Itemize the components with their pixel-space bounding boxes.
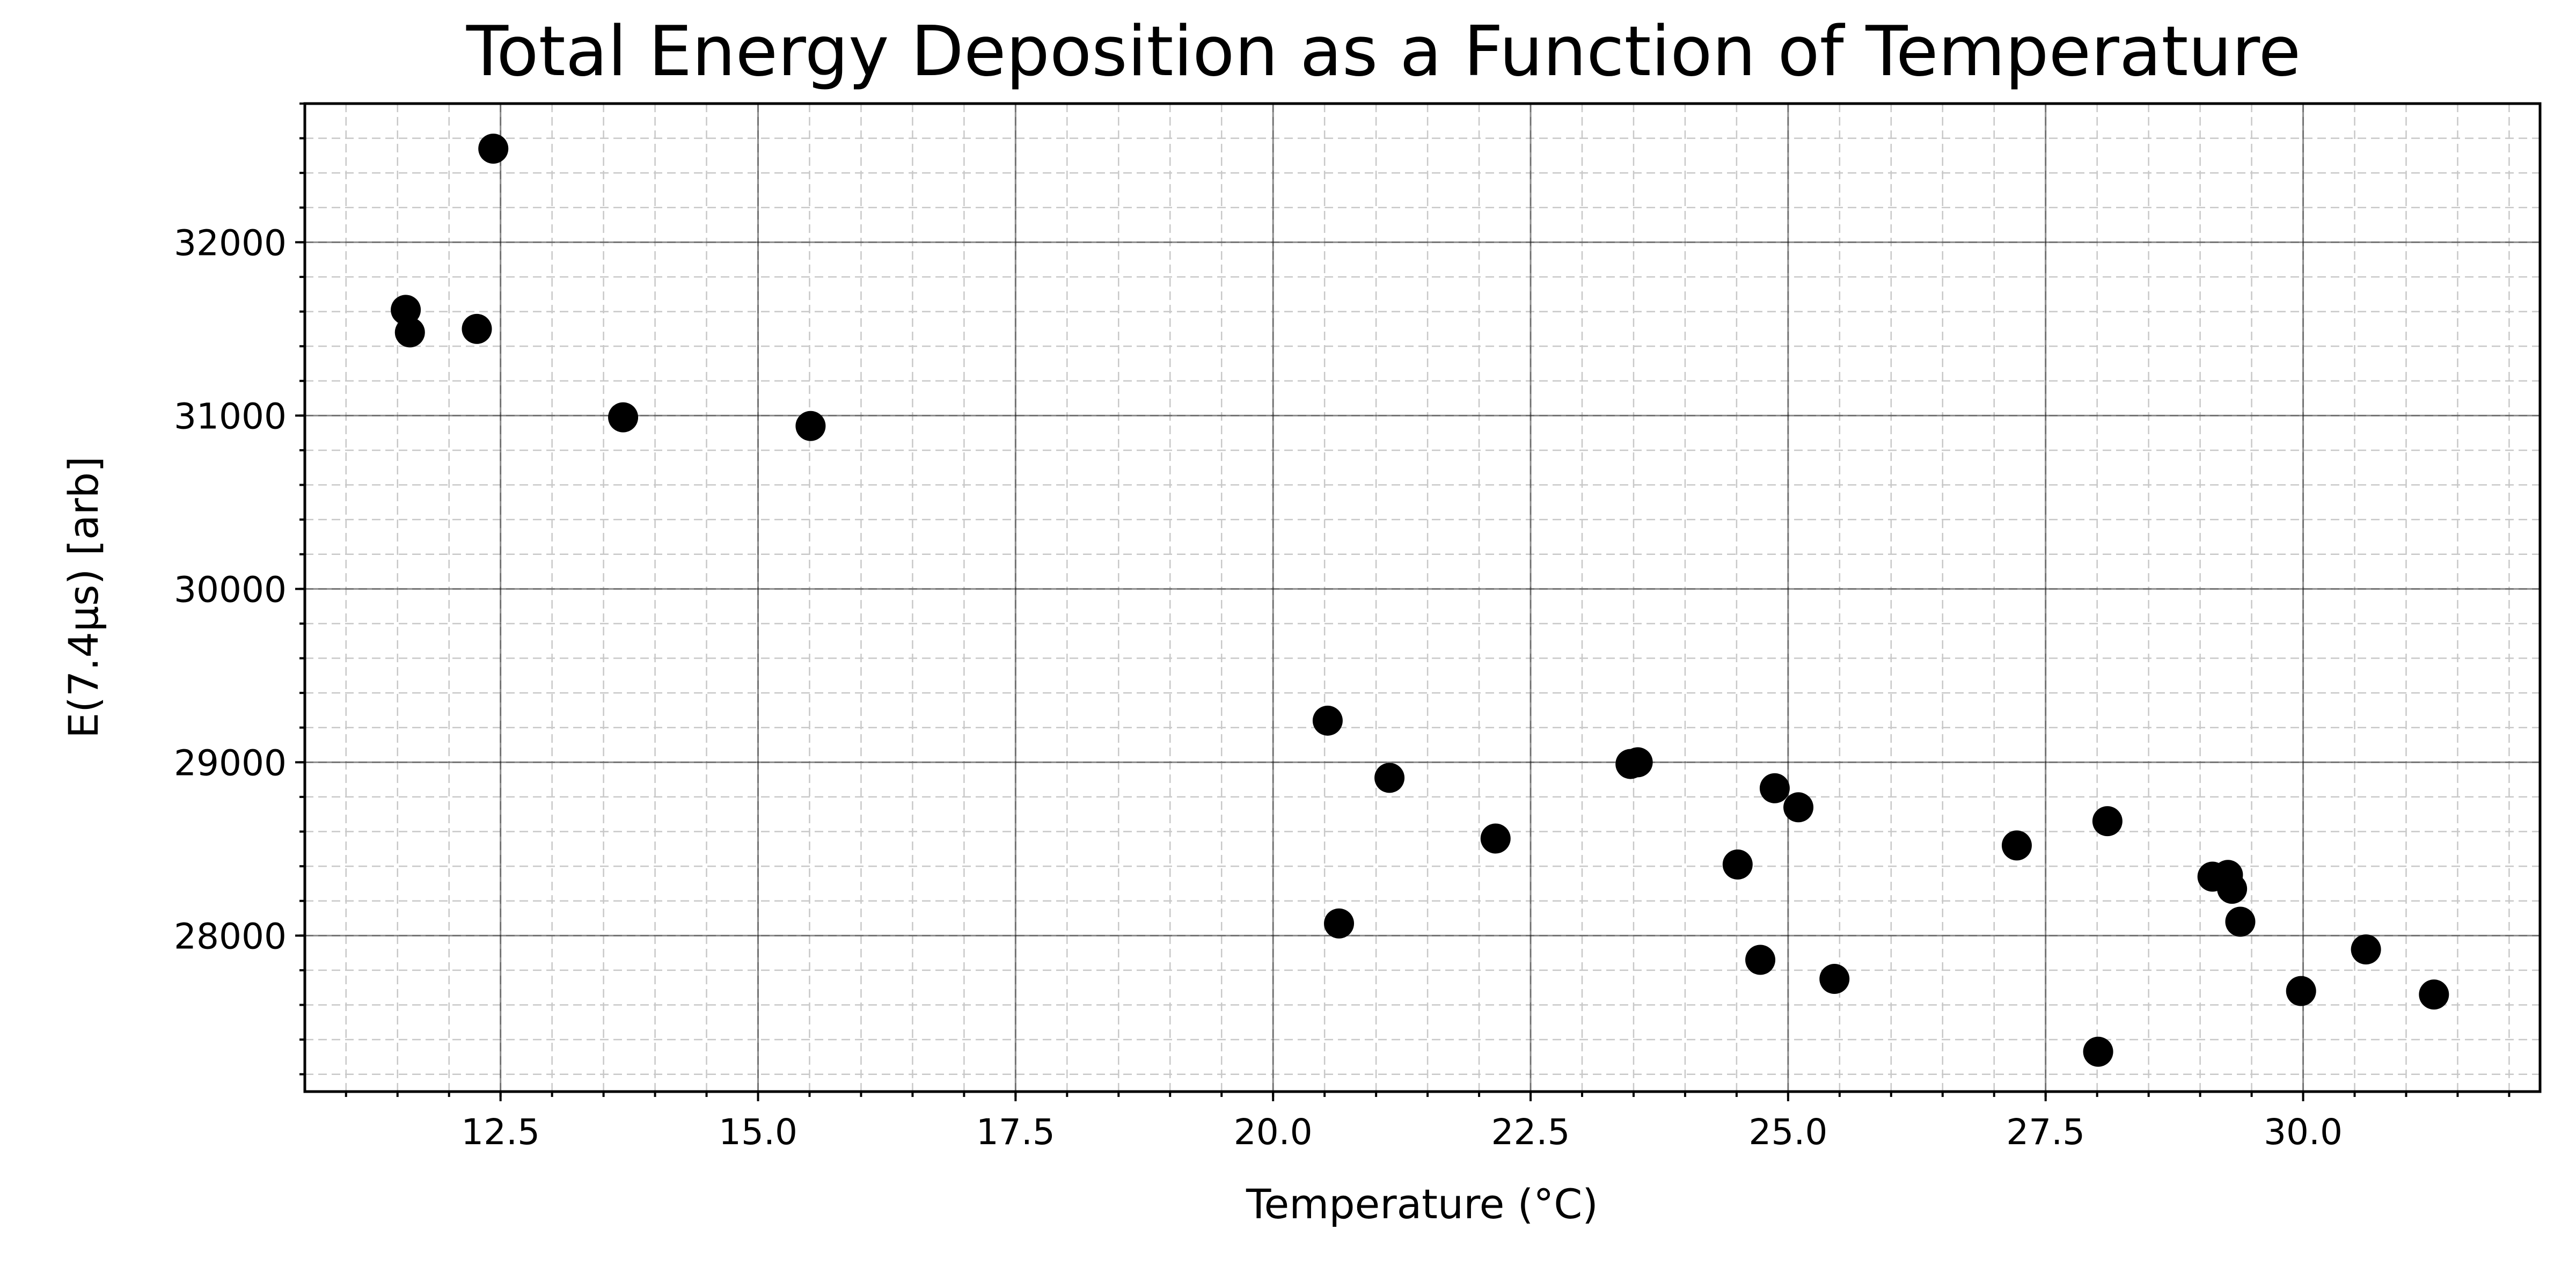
- data-point: [391, 295, 421, 325]
- data-point: [1745, 945, 1776, 975]
- data-point: [1819, 964, 1850, 994]
- y-tick-label: 32000: [174, 222, 287, 264]
- data-point: [795, 411, 826, 441]
- x-tick-label: 12.5: [461, 1111, 540, 1153]
- data-point: [2286, 976, 2316, 1006]
- x-tick-label: 20.0: [1234, 1111, 1313, 1153]
- y-tick-label: 30000: [174, 569, 287, 610]
- x-tick-label: 17.5: [976, 1111, 1055, 1153]
- data-point: [1324, 908, 1355, 939]
- y-tick-label: 31000: [174, 396, 287, 437]
- minor-gridlines: [305, 103, 2540, 1092]
- x-axis-label: Temperature (°C): [1246, 1180, 1598, 1228]
- x-tick-label: 30.0: [2264, 1111, 2343, 1153]
- y-tick-label: 29000: [174, 742, 287, 784]
- data-point: [608, 402, 639, 433]
- data-point: [1480, 823, 1511, 854]
- data-point: [2083, 1036, 2113, 1067]
- y-tick-labels: 28000 29000 30000 31000 32000: [174, 222, 287, 957]
- data-point: [2351, 934, 2381, 965]
- chart-title: Total Energy Deposition as a Function of…: [466, 12, 2301, 92]
- major-gridlines: [305, 104, 2540, 1092]
- data-point: [1783, 792, 1814, 823]
- plot-area: [303, 102, 2542, 1093]
- data-point: [2001, 830, 2032, 861]
- data-point: [1312, 705, 1343, 736]
- data-point: [2217, 874, 2248, 904]
- data-point: [2092, 806, 2123, 837]
- data-point: [2419, 979, 2449, 1010]
- data-point: [478, 133, 509, 164]
- data-points: [391, 133, 2449, 1067]
- data-point: [462, 313, 492, 344]
- data-point: [2225, 906, 2256, 937]
- x-tick-label: 25.0: [1748, 1111, 1827, 1153]
- data-point: [1374, 763, 1405, 793]
- data-point: [394, 317, 425, 348]
- y-axis-label: E(7.4μs) [arb]: [60, 456, 107, 738]
- data-point: [1722, 849, 1753, 880]
- x-tick-label: 27.5: [2006, 1111, 2085, 1153]
- plot-frame: [303, 102, 2542, 1093]
- x-tick-label: 15.0: [719, 1111, 797, 1153]
- y-tick-label: 28000: [174, 916, 287, 957]
- x-tick-label: 22.5: [1491, 1111, 1570, 1153]
- data-point: [1759, 773, 1790, 803]
- data-point: [1622, 747, 1653, 778]
- x-tick-labels: 12.5 15.0 17.5 20.0 22.5 25.0 27.5 30.0: [461, 1111, 2343, 1153]
